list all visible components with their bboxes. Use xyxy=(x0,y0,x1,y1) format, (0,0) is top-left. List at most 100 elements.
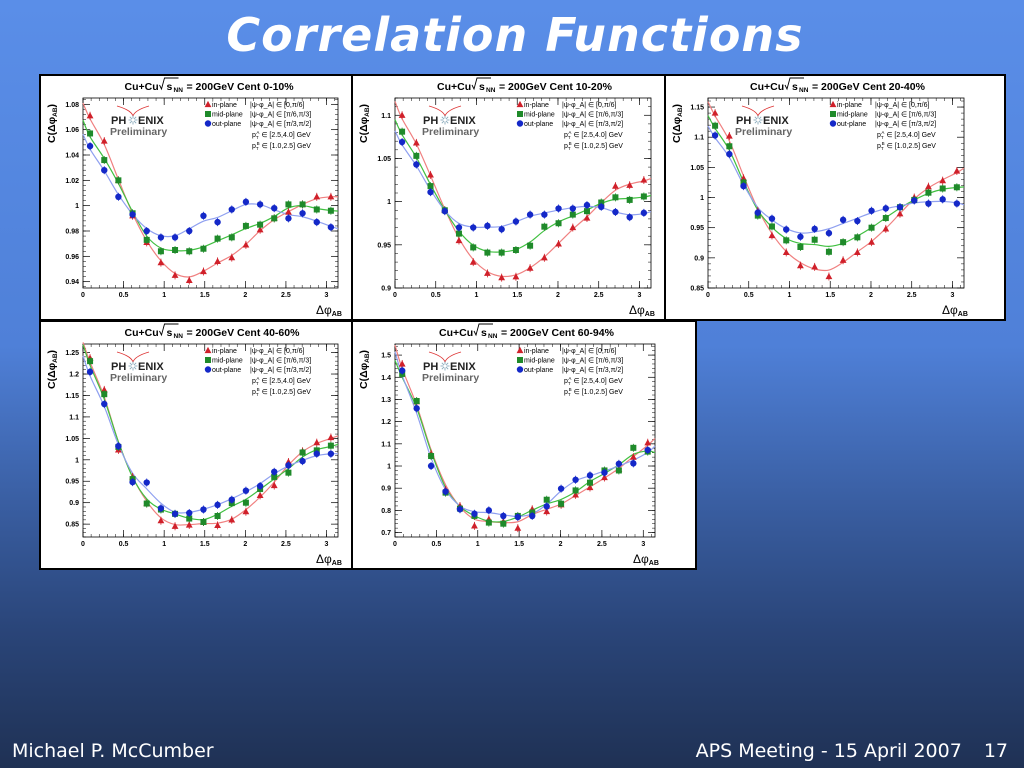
legend-range-out-plane: |ψ-φ_A| ∈ [π/3,π/2] xyxy=(562,367,623,374)
x-tick-label: 0 xyxy=(81,541,85,548)
data-point-mid-plane xyxy=(640,193,647,200)
pt-a-label: pTA ∈ [2.5,4.0] GeV xyxy=(252,130,311,140)
data-point-in-plane xyxy=(100,137,108,144)
data-point-in-plane xyxy=(214,257,221,264)
data-point-out-plane xyxy=(839,216,847,224)
legend-range-mid-plane: |ψ-φ_A| ∈ [π/6,π/3] xyxy=(250,112,311,119)
data-point-out-plane xyxy=(413,405,420,412)
plot-frame xyxy=(707,97,965,289)
data-point-out-plane xyxy=(811,225,818,233)
data-point-in-plane xyxy=(256,226,264,233)
data-point-mid-plane xyxy=(313,206,320,213)
legend-marker-in-plane xyxy=(204,346,212,354)
y-axis-label-sub: AB xyxy=(677,107,684,117)
data-point-in-plane xyxy=(569,223,577,231)
data-point-out-plane xyxy=(470,224,477,231)
data-point-out-plane xyxy=(583,201,591,209)
legend-range-out-plane: |ψ-φ_A| ∈ [π/3,π/2] xyxy=(250,367,311,374)
data-point-mid-plane xyxy=(583,208,590,215)
legend-label-mid-plane: mid-plane xyxy=(212,112,243,119)
data-point-out-plane xyxy=(512,218,520,225)
pt-b-range: ∈ [1.0,2.5] GeV xyxy=(574,389,624,396)
legend-range-mid-plane: |ψ-φ_A| ∈ [π/6,π/3] xyxy=(250,358,311,365)
pt-b-sup: B xyxy=(257,387,260,392)
data-point-mid-plane xyxy=(726,143,733,150)
panel-cent-40-60: Cu+Cu s NN = 200GeV Cent 40-60% 0.85 0.9 0.95 1… xyxy=(39,320,353,570)
data-point-in-plane xyxy=(583,214,591,221)
x-tick-label: 3 xyxy=(325,292,329,299)
title-sqrt-sub: NN xyxy=(486,87,496,94)
data-point-out-plane xyxy=(214,501,221,509)
title-sqrt-sub: NN xyxy=(488,333,498,340)
logo-text-ph: PH xyxy=(111,361,126,373)
data-point-mid-plane xyxy=(630,444,637,451)
y-tick-label: 0.9 xyxy=(381,486,391,493)
sqrt-symbol-icon xyxy=(473,323,493,337)
legend-marker-mid-plane xyxy=(830,111,836,117)
title-suffix: = 200GeV Cent 40-60% xyxy=(187,327,301,339)
x-tick-label: 1.5 xyxy=(514,541,524,548)
data-point-in-plane xyxy=(327,433,335,441)
data-point-out-plane xyxy=(157,505,165,512)
pt-a-sup: A xyxy=(256,130,259,135)
data-point-out-plane xyxy=(157,234,165,241)
legend-range-mid-plane: |ψ-φ_A| ∈ [π/6,π/3] xyxy=(875,112,936,119)
title-sqrt-sub: NN xyxy=(799,87,809,94)
pt-a-sup: A xyxy=(256,376,259,381)
data-point-in-plane xyxy=(200,267,207,275)
legend-label-in-plane: in-plane xyxy=(212,102,237,109)
data-point-in-plane xyxy=(543,507,551,515)
chart-title: Cu+Cu s NN = 200GeV Cent 10-20% xyxy=(437,77,613,94)
data-point-in-plane xyxy=(825,272,833,280)
logo-star-ray xyxy=(441,366,445,370)
legend-range-in-plane: |ψ-φ_A| ∈ [0,π/6] xyxy=(250,348,304,355)
data-point-mid-plane xyxy=(586,479,593,486)
data-point-in-plane xyxy=(797,262,804,269)
data-point-mid-plane xyxy=(840,239,847,246)
y-tick-label: 1.4 xyxy=(381,375,391,382)
x-tick-label: 2.5 xyxy=(597,541,607,548)
data-point-out-plane xyxy=(456,506,464,513)
y-tick-label: 1.1 xyxy=(694,135,704,142)
series-out-plane xyxy=(86,142,335,242)
data-point-mid-plane xyxy=(87,130,94,137)
pt-b-sup: B xyxy=(257,141,260,146)
panel-cent-60-94: Cu+Cu s NN = 200GeV Cent 60-94% 0.7 0.8 0.9 1 1.… xyxy=(351,320,697,570)
data-point-out-plane xyxy=(200,506,207,513)
data-point-mid-plane xyxy=(569,211,576,218)
pt-b-sup: B xyxy=(882,141,885,146)
x-tick-label: 1.5 xyxy=(825,292,835,299)
data-point-in-plane xyxy=(398,360,406,367)
legend-marker-in-plane xyxy=(516,100,524,108)
chart-title: Cu+Cu s NN = 200GeV Cent 0-10% xyxy=(125,77,294,94)
pt-a-label: pTA ∈ [2.5,4.0] GeV xyxy=(877,130,936,140)
data-point-in-plane xyxy=(313,193,321,200)
logo-star-icon xyxy=(128,115,138,125)
title-sqrt-s: s xyxy=(167,81,173,93)
x-axis-label-sub: AB xyxy=(645,311,655,318)
data-point-mid-plane xyxy=(327,207,334,214)
title-sqrt-sub: NN xyxy=(174,333,184,340)
data-point-mid-plane xyxy=(285,201,292,208)
logo-text-preliminary: Preliminary xyxy=(110,372,167,384)
data-point-mid-plane xyxy=(285,469,292,476)
chart-title: Cu+Cu s NN = 200GeV Cent 20-40% xyxy=(750,77,926,94)
data-point-mid-plane xyxy=(115,177,122,184)
legend-range-in-plane: |ψ-φ_A| ∈ [0,π/6] xyxy=(250,102,304,109)
logo-star-icon xyxy=(128,361,138,371)
data-point-out-plane xyxy=(228,206,235,213)
y-axis-label-sub: AB xyxy=(52,107,59,117)
sqrt-symbol-icon xyxy=(159,77,179,91)
data-point-mid-plane xyxy=(427,183,434,190)
logo-star-ray xyxy=(129,116,133,120)
y-tick-label: 1.1 xyxy=(381,113,391,120)
pt-a-range: ∈ [2.5,4.0] GeV xyxy=(261,378,311,385)
data-point-mid-plane xyxy=(271,215,278,222)
data-point-out-plane xyxy=(500,512,507,520)
data-point-in-plane xyxy=(540,254,548,261)
logo-text-enix: ENIX xyxy=(138,115,164,127)
data-point-in-plane xyxy=(925,183,932,190)
data-point-out-plane xyxy=(256,201,264,208)
x-tick-label: 0.5 xyxy=(119,541,129,548)
